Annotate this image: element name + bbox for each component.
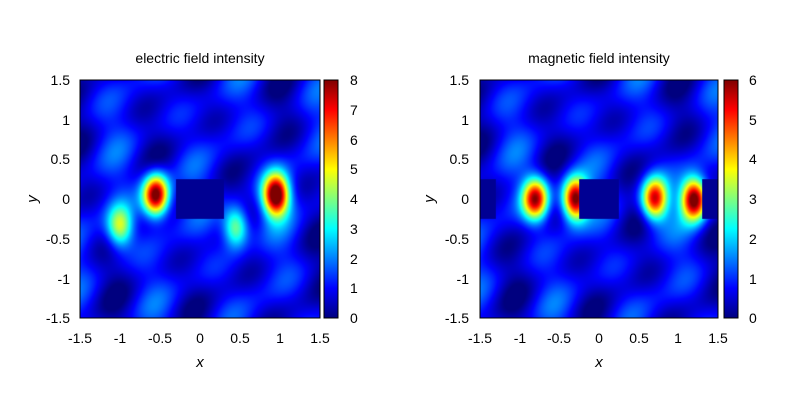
electric-y-tick: 1.5 <box>51 72 71 88</box>
electric-y-ticks: 1.5 1 0.5 0 -0.5 -1 -1.5 <box>46 72 70 326</box>
magnetic-y-tick: 0.5 <box>450 151 470 167</box>
electric-field-panel: electric field intensity -1.5 -1 -0.5 0 … <box>24 50 358 371</box>
magnetic-y-tick: -1.5 <box>445 310 469 326</box>
electric-x-tick: 0 <box>196 330 204 346</box>
magnetic-y-tick: 0 <box>461 191 469 207</box>
magnetic-x-axis-label: x <box>594 354 603 371</box>
electric-colorbar-tick: 5 <box>350 161 358 177</box>
electric-colorbar-tick: 4 <box>350 191 358 207</box>
electric-colorbar-tick: 7 <box>350 102 358 118</box>
electric-x-tick: 1 <box>276 330 284 346</box>
magnetic-colorbar-tick: 2 <box>749 231 757 247</box>
magnetic-heatmap <box>480 80 718 318</box>
electric-x-tick: -0.5 <box>148 330 172 346</box>
magnetic-colorbar-tick: 3 <box>749 191 757 207</box>
electric-colorbar-ticks: 8 7 6 5 4 3 2 1 0 <box>350 72 358 326</box>
magnetic-x-tick: -1.5 <box>468 330 492 346</box>
electric-heatmap <box>80 80 320 318</box>
electric-colorbar <box>323 79 339 319</box>
electric-y-axis-label: y <box>24 194 41 204</box>
magnetic-y-tick: -1 <box>457 271 470 287</box>
electric-plot-frame <box>79 79 321 319</box>
electric-x-tick: -1.5 <box>68 330 92 346</box>
electric-colorbar-tick: 2 <box>350 251 358 267</box>
electric-colorbar-tick: 6 <box>350 132 358 148</box>
magnetic-colorbar-tick: 5 <box>749 112 757 128</box>
electric-colorbar-tick: 8 <box>350 72 358 88</box>
magnetic-x-tick: 1 <box>674 330 682 346</box>
electric-y-tick: 0.5 <box>51 151 71 167</box>
magnetic-colorbar-tick: 6 <box>749 72 757 88</box>
magnetic-x-tick: 0.5 <box>629 330 649 346</box>
magnetic-colorbar-tick: 4 <box>749 151 757 167</box>
electric-x-tick: 0.5 <box>230 330 250 346</box>
magnetic-x-tick: 0 <box>595 330 603 346</box>
electric-x-ticks: -1.5 -1 -0.5 0 0.5 1 1.5 <box>68 330 330 346</box>
electric-y-tick: -1 <box>58 271 71 287</box>
electric-y-tick: 1 <box>62 112 70 128</box>
electric-y-tick: -1.5 <box>46 310 70 326</box>
magnetic-plot-frame <box>479 79 719 319</box>
magnetic-colorbar-tick: 0 <box>749 310 757 326</box>
magnetic-x-ticks: -1.5 -1 -0.5 0 0.5 1 1.5 <box>468 330 728 346</box>
magnetic-colorbar <box>723 79 739 319</box>
electric-colorbar-tick: 0 <box>350 310 358 326</box>
magnetic-x-tick: -0.5 <box>547 330 571 346</box>
electric-colorbar-tick: 1 <box>350 280 358 296</box>
magnetic-y-ticks: 1.5 1 0.5 0 -0.5 -1 -1.5 <box>445 72 469 326</box>
electric-x-tick: 1.5 <box>310 330 330 346</box>
electric-colorbar-tick: 3 <box>350 221 358 237</box>
magnetic-y-tick: 1 <box>461 112 469 128</box>
magnetic-y-tick: 1.5 <box>450 72 470 88</box>
electric-x-axis-label: x <box>195 354 204 371</box>
magnetic-chart-title: magnetic field intensity <box>528 50 670 66</box>
magnetic-y-axis-label: y <box>421 194 438 204</box>
magnetic-field-panel: magnetic field intensity -1.5 -1 -0.5 0 … <box>421 50 757 371</box>
magnetic-colorbar-tick: 1 <box>749 271 757 287</box>
electric-y-tick: 0 <box>62 191 70 207</box>
magnetic-y-tick: -0.5 <box>445 231 469 247</box>
magnetic-colorbar-ticks: 6 5 4 3 2 1 0 <box>749 72 757 326</box>
magnetic-x-tick: 1.5 <box>708 330 728 346</box>
magnetic-x-tick: -1 <box>514 330 527 346</box>
electric-y-tick: -0.5 <box>46 231 70 247</box>
electric-chart-title: electric field intensity <box>135 50 264 66</box>
electric-x-tick: -1 <box>114 330 127 346</box>
